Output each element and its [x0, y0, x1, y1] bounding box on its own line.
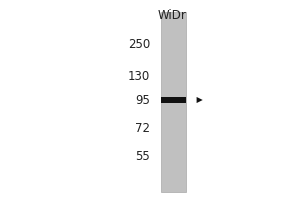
Text: WiDr: WiDr	[158, 9, 187, 22]
Text: 250: 250	[128, 38, 150, 51]
Text: 130: 130	[128, 71, 150, 84]
Text: 72: 72	[135, 122, 150, 136]
Text: 95: 95	[135, 95, 150, 108]
Bar	[160, 12, 186, 192]
Text: 55: 55	[135, 150, 150, 164]
Bar	[160, 97, 186, 103]
